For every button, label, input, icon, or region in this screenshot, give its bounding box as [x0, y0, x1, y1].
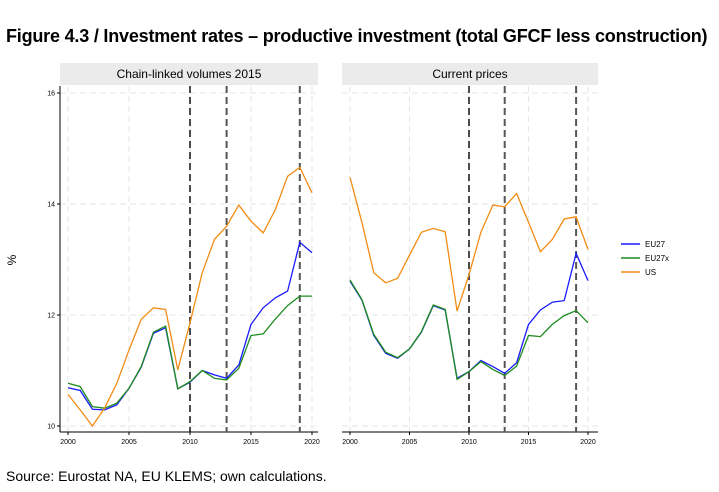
y-tick-label: 12	[47, 313, 55, 320]
legend-label: EU27	[645, 240, 666, 249]
panel-1: Chain-linked volumes 2015 2000 2005 2010 201…	[47, 63, 320, 446]
panel-title: Current prices	[432, 67, 507, 81]
x-tick-label: 2010	[182, 439, 198, 446]
series-line-us	[349, 177, 589, 312]
panel-header	[60, 63, 318, 85]
y-tick-label: 16	[47, 91, 55, 98]
source-note: Source: Eurostat NA, EU KLEMS; own calcu…	[6, 468, 327, 484]
x-tick-label: 2010	[461, 439, 477, 446]
x-tick-label: 2015	[521, 439, 537, 446]
y-axis-label: %	[5, 254, 19, 265]
series-line-eu27x	[349, 279, 589, 381]
x-tick-label: 2020	[304, 439, 320, 446]
y-tick-label: 10	[47, 424, 55, 431]
x-tick-label: 2015	[243, 439, 259, 446]
legend-label: EU27x	[645, 254, 669, 263]
panel-2: Current prices 2000 2005 2010 2015 2020	[342, 63, 598, 446]
figure-title: Figure 4.3 / Investment rates – producti…	[6, 26, 708, 46]
panel-title: Chain-linked volumes 2015	[117, 67, 262, 81]
x-tick-label: 2000	[60, 439, 76, 446]
legend-label: US	[645, 268, 656, 277]
x-tick-label: 2005	[121, 439, 137, 446]
y-tick-label: 14	[47, 202, 55, 209]
legend: EU27 EU27x US	[621, 240, 669, 277]
series-line-eu27x	[67, 295, 312, 409]
panel-header	[342, 63, 598, 85]
x-tick-label: 2020	[580, 439, 596, 446]
x-tick-label: 2005	[402, 439, 418, 446]
series-line-us	[67, 166, 313, 428]
x-tick-label: 2000	[342, 439, 358, 446]
